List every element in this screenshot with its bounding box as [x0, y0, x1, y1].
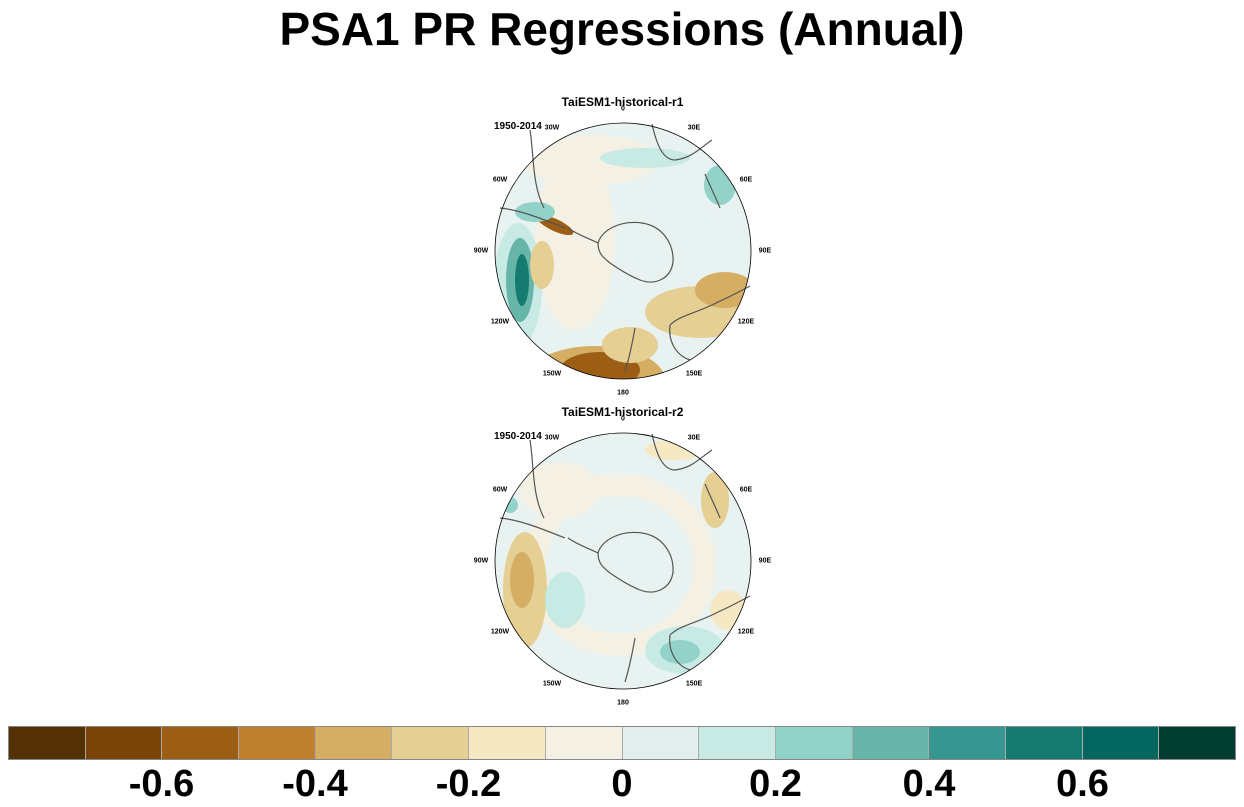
- lon-label: 30W: [544, 124, 560, 132]
- lon-label: 30E: [687, 434, 701, 442]
- lon-label: 60E: [739, 486, 753, 494]
- colorbar-swatch: [929, 727, 1006, 759]
- panel-title: TaiESM1-historical-r1: [561, 95, 684, 109]
- lon-label: 180: [617, 699, 629, 707]
- colorbar-swatch: [85, 727, 163, 759]
- lon-label: 120W: [490, 318, 510, 326]
- lon-label: 150W: [542, 680, 562, 688]
- colorbar: [8, 726, 1236, 760]
- polar-map-r1: [494, 122, 752, 380]
- colorbar-swatch: [162, 727, 240, 759]
- colorbar-swatch: [392, 727, 470, 759]
- colorbar-tick-label: -0.6: [128, 763, 195, 805]
- lon-label: 90E: [758, 557, 772, 565]
- panel-period: 1950-2014: [494, 121, 542, 132]
- colorbar-swatch: [545, 727, 623, 759]
- lon-label: 120E: [737, 318, 755, 326]
- lon-label: 90W: [473, 247, 489, 255]
- colorbar-tick-label: 0.6: [1056, 763, 1109, 805]
- polar-map-r2: [494, 432, 752, 690]
- lon-label: 30W: [544, 434, 560, 442]
- colorbar-swatch: [1005, 727, 1083, 759]
- coastlines: [499, 433, 751, 683]
- map-panel-r1: TaiESM1-historical-r1 1950-2014: [470, 95, 772, 400]
- colorbar-tick-label: -0.4: [282, 763, 348, 805]
- figure-title: PSA1 PR Regressions (Annual): [279, 3, 965, 55]
- lon-label: 60E: [739, 176, 753, 184]
- panel-title: TaiESM1-historical-r2: [561, 405, 684, 419]
- lon-label: 150E: [685, 680, 703, 688]
- map-boundary: [494, 432, 752, 690]
- colorbar-swatch: [239, 727, 316, 759]
- panel-period: 1950-2014: [494, 431, 542, 442]
- map-boundary: [494, 122, 752, 380]
- colorbar-tick-label: 0.2: [749, 763, 802, 805]
- lon-label: 120W: [490, 628, 510, 636]
- lon-label: 90E: [758, 247, 772, 255]
- colorbar-swatch: [1082, 727, 1160, 759]
- lon-label: 30E: [687, 124, 701, 132]
- colorbar-swatch: [852, 727, 930, 759]
- colorbar-tick-label: 0.4: [902, 763, 956, 805]
- lon-label: 0: [621, 415, 625, 423]
- lon-label: 180: [617, 389, 629, 397]
- colorbar-swatch: [775, 727, 853, 759]
- colorbar-swatch: [9, 727, 86, 759]
- lon-label: 90W: [473, 557, 489, 565]
- colorbar-swatch: [315, 727, 393, 759]
- colorbar-swatch: [699, 727, 776, 759]
- colorbar-swatch: [469, 727, 546, 759]
- colorbar-tick-label: -0.2: [435, 763, 502, 805]
- lon-label: 150E: [685, 370, 703, 378]
- map-panel-r2: TaiESM1-historical-r2 1950-2014: [470, 405, 772, 710]
- colorbar-tick-label: 0: [611, 763, 633, 805]
- lon-label: 0: [621, 105, 625, 113]
- colorbar-swatch: [622, 727, 700, 759]
- colorbar-swatch: [1159, 727, 1235, 759]
- lon-label: 150W: [542, 370, 562, 378]
- lon-label: 120E: [737, 628, 755, 636]
- coastlines: [499, 123, 751, 373]
- lon-label: 60W: [492, 486, 508, 494]
- lon-label: 60W: [492, 176, 508, 184]
